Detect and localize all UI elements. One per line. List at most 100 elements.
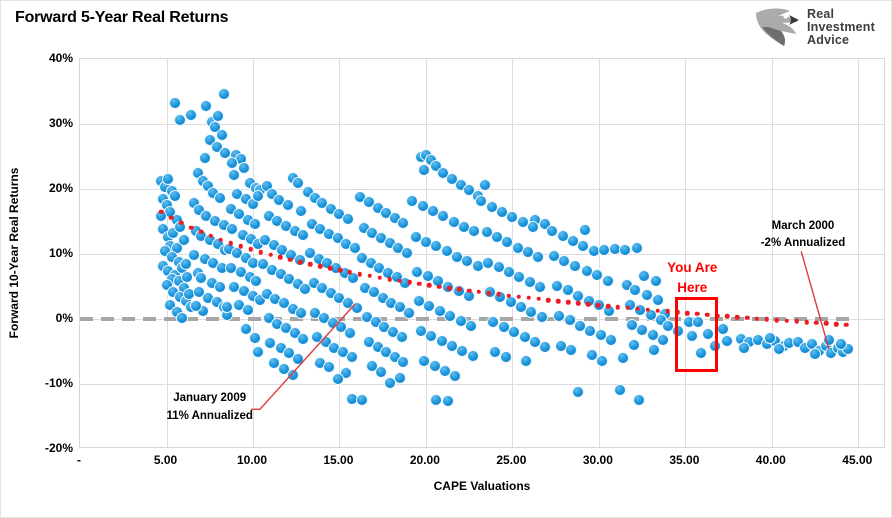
- trendline-dot: [764, 316, 770, 322]
- scatter-point: [286, 368, 299, 381]
- trendline-dot: [645, 307, 650, 312]
- gridline-horizontal: [80, 254, 884, 255]
- trendline-dot: [258, 249, 263, 255]
- trendline-dot: [307, 262, 313, 267]
- gridline-vertical: [512, 59, 514, 447]
- scatter-point: [535, 311, 548, 324]
- trendline-dot: [496, 292, 502, 297]
- trendline-dot: [188, 225, 194, 230]
- trendline-dot: [327, 266, 333, 271]
- trendline-dot: [168, 215, 174, 220]
- trendline-dot: [834, 321, 839, 327]
- scatter-point: [240, 322, 252, 335]
- scatter-point: [629, 283, 642, 296]
- trendline-dot: [625, 305, 631, 311]
- brand-line-3: Advice: [807, 32, 850, 47]
- scatter-point: [241, 303, 254, 316]
- scatter-point: [596, 354, 609, 367]
- scatter-point: [198, 151, 211, 164]
- trendline-dot: [615, 304, 621, 310]
- scatter-point: [464, 320, 477, 333]
- scatter-point: [169, 190, 182, 203]
- x-tick-label: 40.00: [755, 453, 786, 467]
- trendline-dot: [208, 233, 214, 239]
- trendline-dot: [357, 271, 363, 277]
- trendline-dot: [804, 319, 809, 325]
- scatter-point: [527, 221, 540, 234]
- scatter-point: [248, 218, 261, 231]
- gridline-vertical: [339, 59, 341, 447]
- gridline-vertical: [253, 59, 254, 447]
- scatter-point: [184, 108, 197, 121]
- trendline-dot: [605, 303, 611, 309]
- january-2009-label-line: January 2009: [173, 392, 247, 405]
- plot-area: You Are Here March 2000 -2% Annualized Janua…: [79, 58, 885, 448]
- trendline-dot: [377, 275, 382, 280]
- you-are-here-label: You Are Here: [667, 258, 717, 299]
- trendline-dot: [655, 308, 660, 313]
- scatter-point: [331, 372, 344, 385]
- scatter-point: [291, 177, 304, 190]
- trendline-dot: [754, 316, 760, 321]
- you-are-here-label-line: You Are: [667, 259, 718, 275]
- scatter-point: [252, 345, 265, 358]
- scatter-point: [520, 355, 533, 368]
- march-2000-label: March 2000 -2% Annualized: [761, 218, 846, 253]
- scatter-point: [342, 212, 355, 225]
- scatter-point: [720, 335, 733, 348]
- scatter-point: [375, 365, 387, 378]
- trendline-dot: [585, 301, 591, 307]
- trendline-dot: [278, 255, 283, 260]
- trendline-dot: [288, 257, 293, 262]
- y-tick-label: -20%: [44, 441, 73, 455]
- scatter-point: [601, 274, 614, 287]
- scatter-point: [397, 355, 410, 368]
- scatter-point: [214, 191, 227, 204]
- scatter-point: [221, 301, 233, 314]
- trendline-dot: [744, 315, 750, 321]
- scatter-point: [400, 246, 413, 259]
- january-2009-label-line: 11% Annualized: [166, 409, 253, 422]
- scatter-point: [627, 339, 640, 351]
- scatter-point: [227, 169, 240, 182]
- gridline-vertical: [858, 59, 860, 447]
- trendline-dot: [387, 276, 392, 282]
- annotation-leader-lines: [251, 251, 830, 410]
- scatter-point: [651, 294, 664, 307]
- trendline-dot: [367, 273, 372, 279]
- trendline-dot: [575, 300, 581, 306]
- scatter-point: [430, 394, 443, 407]
- trendline-dot: [556, 298, 561, 304]
- y-axis-title: Forward 10-Year Real Returns: [7, 167, 21, 338]
- page-title: Forward 5-Year Real Returns: [15, 9, 229, 26]
- scatter-point: [478, 179, 491, 192]
- scatter-point: [613, 383, 626, 396]
- x-tick-label: 30.00: [582, 453, 613, 467]
- scatter-point: [200, 99, 213, 112]
- trendline-dot: [506, 293, 511, 298]
- brand-logo: Real Investment Advice: [754, 7, 875, 47]
- scatter-point: [169, 97, 182, 110]
- you-are-here-box: [675, 296, 719, 373]
- scatter-point: [267, 357, 280, 370]
- scatter-point: [764, 331, 777, 344]
- trendline-dot: [466, 288, 472, 293]
- scatter-point: [355, 393, 368, 406]
- scatter-point: [162, 173, 175, 186]
- scatter-point: [179, 258, 192, 271]
- trendline-dot: [218, 237, 224, 242]
- x-tick-label: 10.00: [236, 453, 268, 467]
- trendline-dot: [436, 284, 442, 289]
- scatter-point: [630, 242, 643, 255]
- scatter-point: [250, 275, 263, 288]
- scatter-point: [694, 347, 707, 360]
- scatter-point: [343, 326, 356, 339]
- trendline-dot: [566, 299, 571, 305]
- y-tick-label: 40%: [48, 51, 73, 65]
- scatter-point: [532, 251, 545, 264]
- trendline-dot: [446, 285, 452, 291]
- eagle-icon: [756, 8, 799, 46]
- scatter-point: [383, 376, 396, 389]
- x-tick-label: 5.00: [153, 453, 178, 467]
- scatter-point: [177, 233, 190, 246]
